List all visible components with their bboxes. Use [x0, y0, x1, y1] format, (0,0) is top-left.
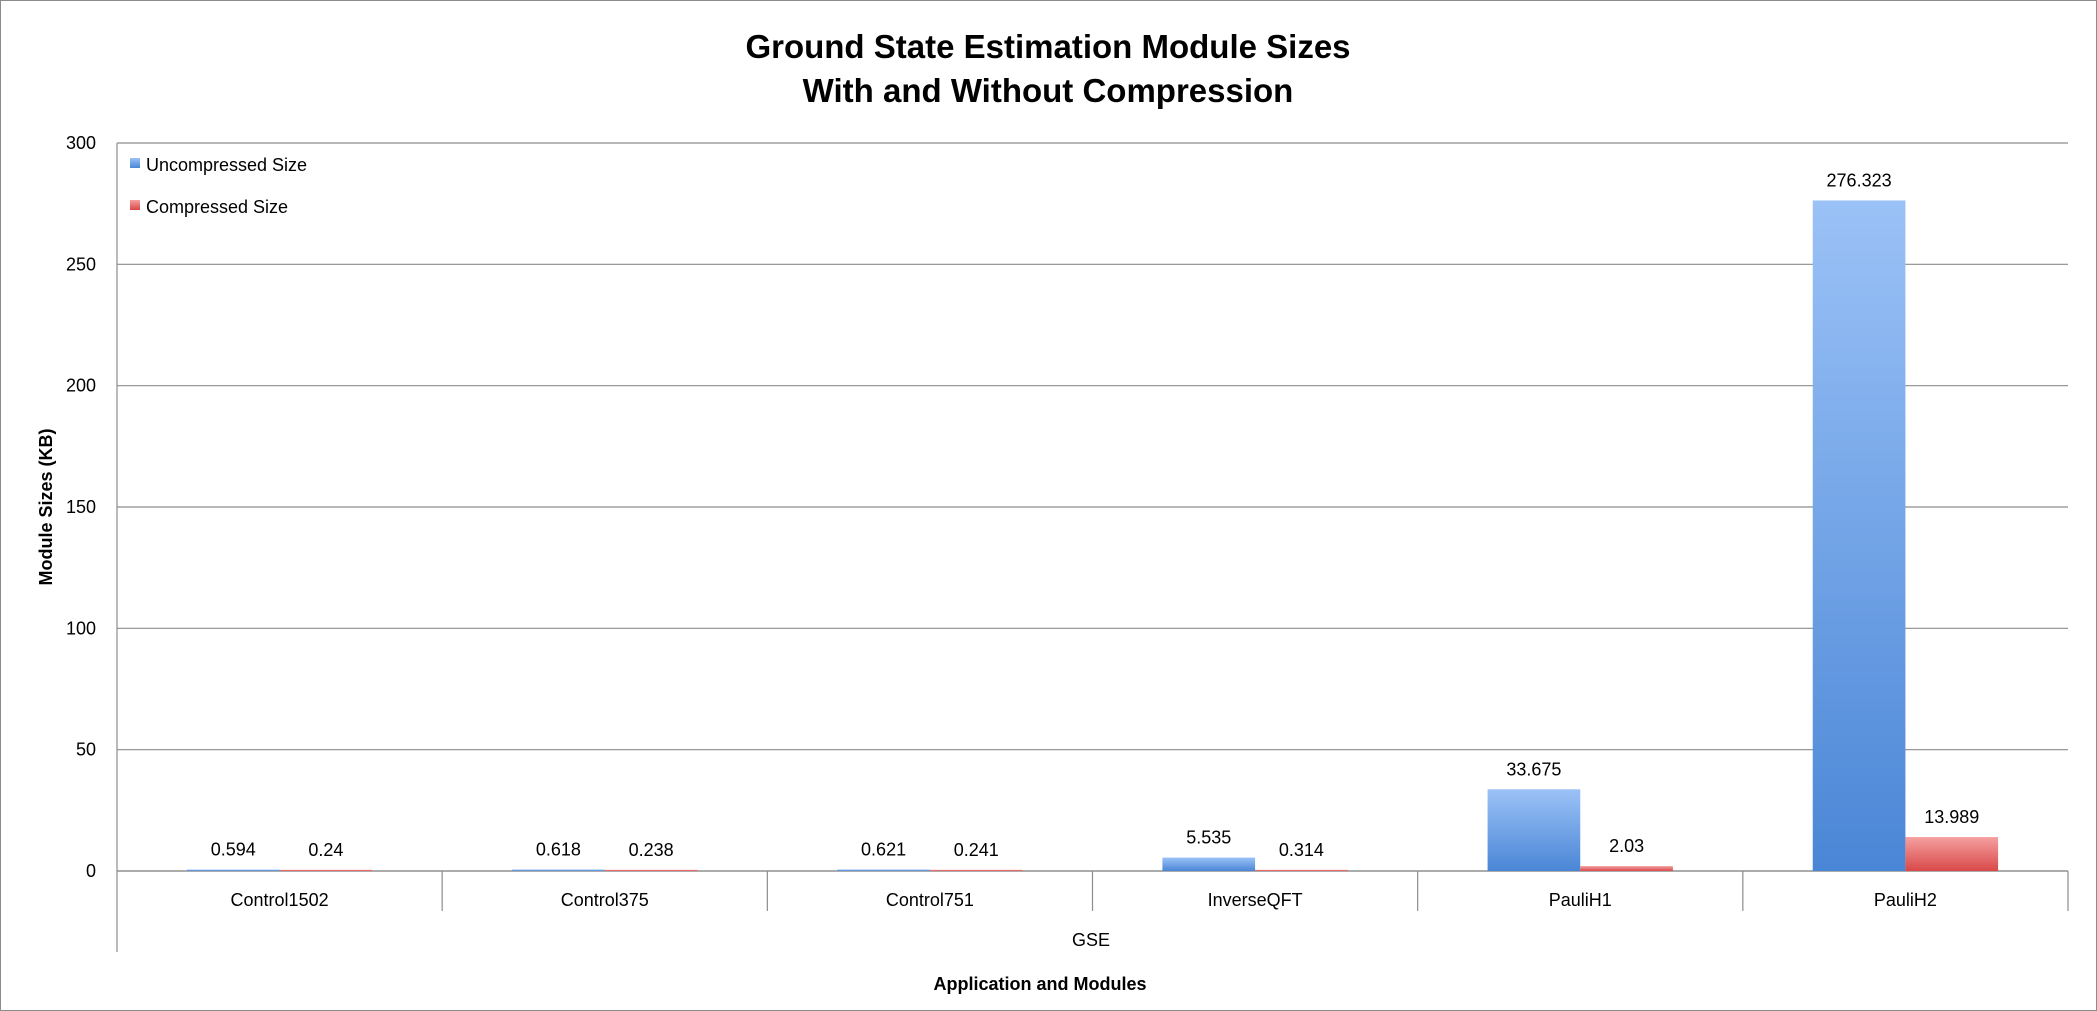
- x-axis-group-label: GSE: [1072, 930, 1110, 950]
- data-labels: 0.594 0.24 0.618 0.238 0.621 0.241 5.535 0.314 3…: [211, 170, 1980, 859]
- y-axis-title: Module Sizes (KB): [36, 428, 56, 585]
- data-label-compressed-control751: 0.241: [954, 840, 999, 860]
- x-tick-label-paulih1: PauliH1: [1549, 890, 1612, 910]
- bar-compressed-control375: [604, 869, 698, 871]
- data-label-uncompressed-paulih2: 276.323: [1827, 170, 1892, 190]
- x-axis-title: Application and Modules: [933, 974, 1146, 994]
- x-tick-label-inverseqft: InverseQFT: [1208, 890, 1303, 910]
- y-tick-label-50: 50: [76, 740, 96, 760]
- data-label-compressed-control1502: 0.24: [308, 840, 343, 860]
- bar-uncompressed-paulih2: [1812, 200, 1906, 872]
- data-label-uncompressed-control1502: 0.594: [211, 840, 256, 860]
- bar-uncompressed-inverseqft: [1162, 857, 1256, 871]
- axes: [116, 143, 2069, 952]
- y-tick-label-100: 100: [66, 618, 96, 638]
- data-label-uncompressed-paulih1: 33.675: [1506, 759, 1561, 779]
- data-label-uncompressed-control751: 0.621: [861, 839, 906, 859]
- y-tick-label-250: 250: [66, 254, 96, 274]
- legend: Uncompressed Size Compressed Size: [130, 155, 307, 217]
- data-label-uncompressed-control375: 0.618: [536, 840, 581, 860]
- bar-uncompressed-control375: [512, 869, 605, 871]
- legend-label-uncompressed: Uncompressed Size: [146, 155, 307, 175]
- legend-label-compressed: Compressed Size: [146, 197, 288, 217]
- bar-compressed-control751: [929, 869, 1023, 871]
- legend-swatch-uncompressed: [130, 158, 140, 168]
- bar-compressed-paulih1: [1580, 866, 1673, 871]
- y-tick-label-0: 0: [86, 861, 96, 881]
- y-tick-label-200: 200: [66, 376, 96, 396]
- bar-compressed-paulih2: [1905, 837, 1999, 871]
- chart-title-line-1: Ground State Estimation Module Sizes: [745, 28, 1350, 65]
- bars: [186, 200, 1999, 872]
- x-tick-label-control751: Control751: [886, 890, 974, 910]
- x-tick-label-paulih2: PauliH2: [1874, 890, 1937, 910]
- bar-uncompressed-control751: [837, 869, 930, 871]
- y-axis-ticks: 0 50 100 150 200 250 300: [66, 133, 96, 881]
- gridlines: [117, 142, 2068, 872]
- y-tick-label-300: 300: [66, 133, 96, 153]
- bar-uncompressed-control1502: [186, 869, 280, 871]
- data-label-compressed-paulih2: 13.989: [1924, 807, 1979, 827]
- data-label-uncompressed-inverseqft: 5.535: [1186, 828, 1231, 848]
- data-label-compressed-paulih1: 2.03: [1609, 836, 1644, 856]
- bar-compressed-control1502: [279, 869, 373, 871]
- chart-title-line-2: With and Without Compression: [803, 72, 1294, 109]
- y-tick-label-150: 150: [66, 497, 96, 517]
- x-tick-label-control1502: Control1502: [231, 890, 329, 910]
- bar-compressed-inverseqft: [1255, 869, 1348, 871]
- data-label-compressed-control375: 0.238: [629, 840, 674, 860]
- bar-uncompressed-paulih1: [1487, 789, 1581, 871]
- data-label-compressed-inverseqft: 0.314: [1279, 840, 1324, 860]
- x-tick-label-control375: Control375: [561, 890, 649, 910]
- legend-swatch-compressed: [130, 200, 140, 210]
- x-axis-categories: Control1502 Control375 Control751 InverseQF…: [231, 890, 1937, 910]
